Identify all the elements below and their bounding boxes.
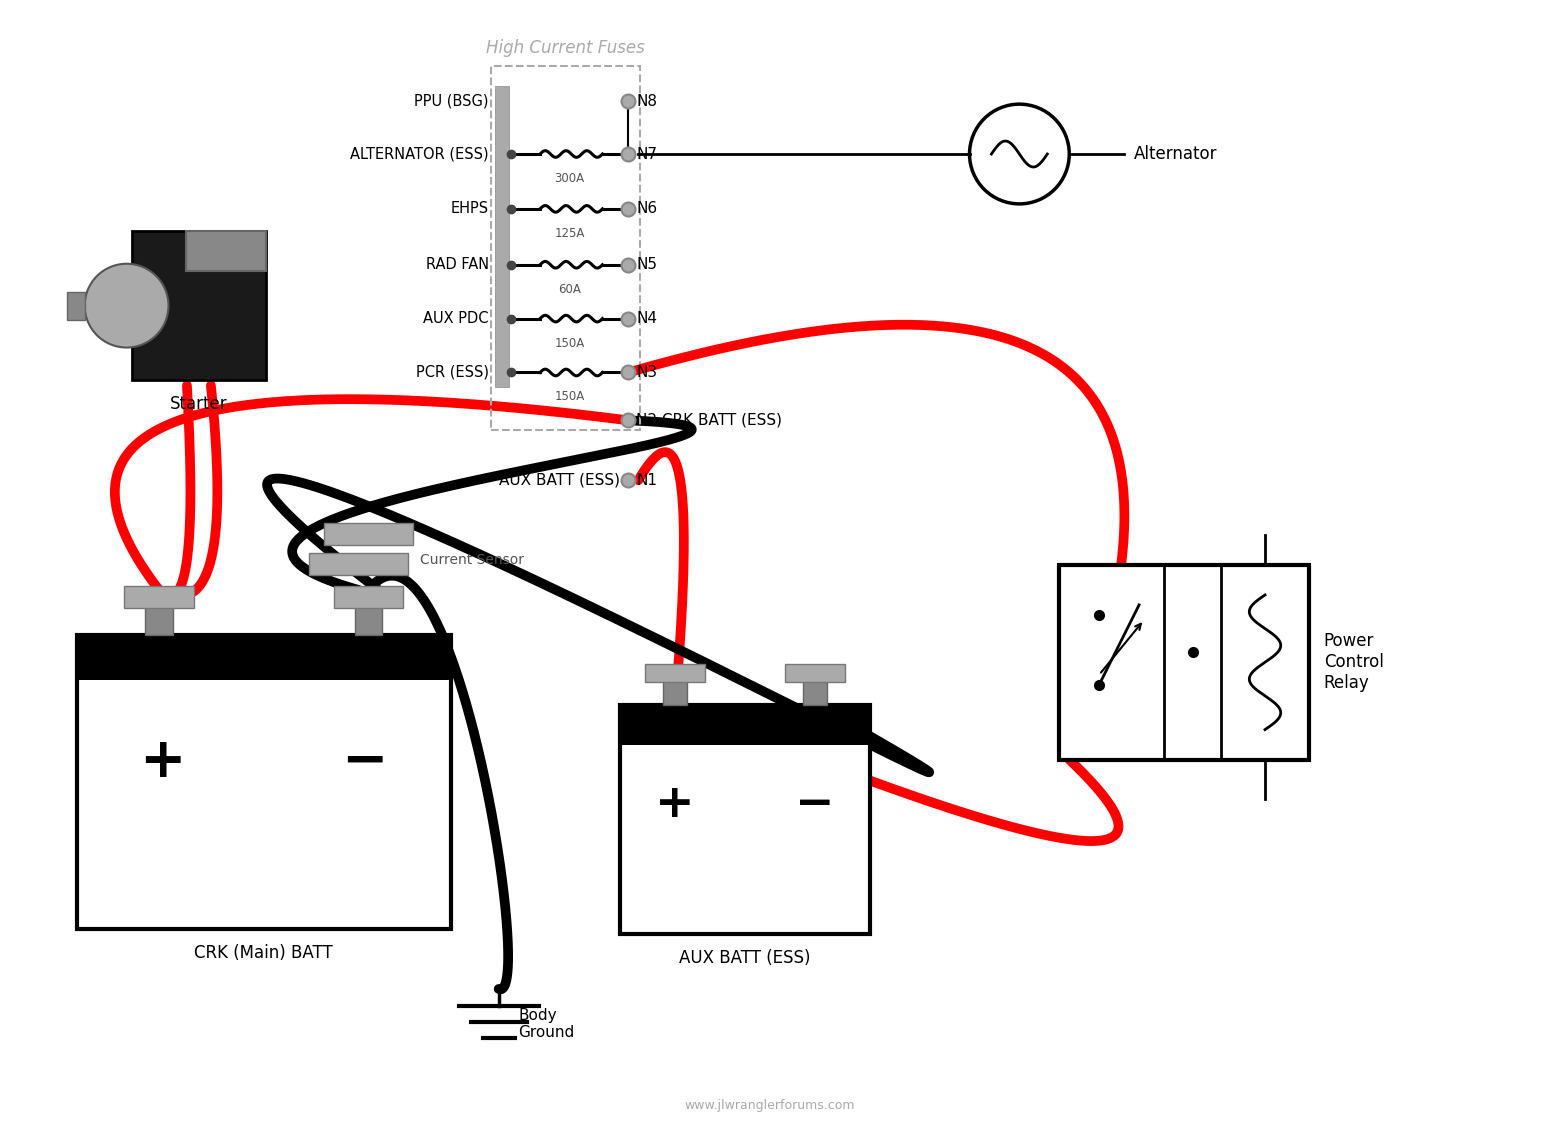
Bar xyxy=(495,86,509,388)
Bar xyxy=(77,634,452,680)
Bar xyxy=(354,590,382,634)
Text: RAD FAN: RAD FAN xyxy=(425,257,488,273)
Circle shape xyxy=(85,264,168,347)
Text: 150A: 150A xyxy=(555,337,584,349)
Text: Power
Control
Relay: Power Control Relay xyxy=(1324,632,1384,692)
Text: N7: N7 xyxy=(636,147,658,162)
Text: CRK (Main) BATT: CRK (Main) BATT xyxy=(194,944,333,962)
Bar xyxy=(77,634,452,929)
Text: N5: N5 xyxy=(636,257,658,273)
Bar xyxy=(490,67,641,430)
Text: ALTERNATOR (ESS): ALTERNATOR (ESS) xyxy=(350,147,488,162)
Text: High Current Fuses: High Current Fuses xyxy=(485,40,644,58)
Text: 150A: 150A xyxy=(555,390,584,404)
Text: +: + xyxy=(655,782,695,827)
Text: +: + xyxy=(140,735,186,789)
Text: N1: N1 xyxy=(636,473,658,487)
Bar xyxy=(784,664,844,682)
Text: AUX BATT (ESS): AUX BATT (ESS) xyxy=(499,473,621,487)
Bar xyxy=(66,292,85,320)
Text: EHPS: EHPS xyxy=(450,201,488,216)
Bar xyxy=(621,705,869,934)
Text: N2 CRK BATT (ESS): N2 CRK BATT (ESS) xyxy=(636,413,783,428)
Text: Starter: Starter xyxy=(170,396,228,414)
Text: 125A: 125A xyxy=(555,227,584,240)
Text: www.jlwranglerforums.com: www.jlwranglerforums.com xyxy=(684,1098,855,1112)
Text: N8: N8 xyxy=(636,94,658,109)
Bar xyxy=(621,705,869,744)
Text: AUX PDC: AUX PDC xyxy=(424,311,488,326)
Text: Current Sensor: Current Sensor xyxy=(421,553,524,567)
Text: AUX BATT (ESS): AUX BATT (ESS) xyxy=(680,949,811,967)
Bar xyxy=(125,586,194,607)
Bar xyxy=(803,667,828,705)
Text: PPU (BSG): PPU (BSG) xyxy=(415,94,488,109)
Text: 60A: 60A xyxy=(558,283,581,295)
Text: Alternator: Alternator xyxy=(1134,145,1217,163)
Bar xyxy=(131,231,267,380)
Bar xyxy=(1059,566,1308,760)
Bar xyxy=(663,667,687,705)
Text: N4: N4 xyxy=(636,311,658,326)
Text: N6: N6 xyxy=(636,201,658,216)
Bar xyxy=(333,586,404,607)
Text: N3: N3 xyxy=(636,365,658,380)
Bar xyxy=(145,590,173,634)
Bar xyxy=(646,664,706,682)
Bar xyxy=(308,553,408,575)
Text: 300A: 300A xyxy=(555,172,584,185)
Bar xyxy=(324,524,413,545)
Bar xyxy=(186,231,267,270)
Text: −: − xyxy=(342,735,388,789)
Text: Body
Ground: Body Ground xyxy=(519,1008,575,1041)
Text: −: − xyxy=(795,782,835,827)
Text: PCR (ESS): PCR (ESS) xyxy=(416,365,488,380)
